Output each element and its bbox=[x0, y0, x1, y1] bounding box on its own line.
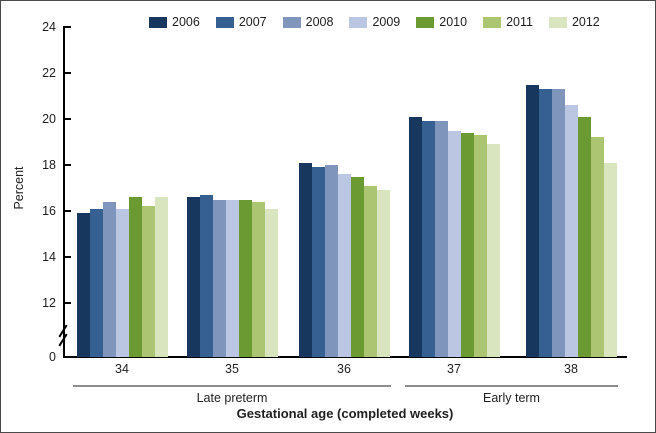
bar-2009-34w bbox=[115, 208, 129, 357]
bar-2012-35w bbox=[264, 208, 278, 357]
legend-item-2011: 2011 bbox=[483, 15, 533, 29]
bar-2010-38w bbox=[577, 116, 591, 357]
bar-2012-37w bbox=[486, 144, 500, 357]
bar-2009-35w bbox=[225, 199, 239, 357]
x-tick-label-37: 37 bbox=[447, 362, 461, 376]
x-tick-label-35: 35 bbox=[225, 362, 239, 376]
bar-2012-38w bbox=[603, 162, 617, 357]
chart-legend: 2006 2007 2008 2009 2010 2011 2012 bbox=[149, 15, 600, 29]
y-tick-label-22: 22 bbox=[42, 66, 56, 80]
y-tick-label-12: 12 bbox=[42, 296, 56, 310]
bar-2007-35w bbox=[199, 194, 213, 357]
x-axis-line bbox=[63, 356, 627, 358]
bar-2010-35w bbox=[238, 199, 252, 357]
bar-2006-35w bbox=[186, 197, 200, 357]
legend-swatch-2009 bbox=[349, 16, 368, 28]
bar-2010-36w bbox=[350, 176, 364, 357]
legend-label-2007: 2007 bbox=[238, 15, 267, 29]
legend-swatch-2007 bbox=[215, 16, 234, 28]
bar-2011-36w bbox=[363, 185, 377, 357]
y-tick-label-24: 24 bbox=[42, 20, 56, 34]
bar-2011-35w bbox=[251, 201, 265, 357]
group-bracket-line-2 bbox=[405, 385, 618, 387]
y-tick-mark-18 bbox=[63, 164, 71, 166]
bar-2006-36w bbox=[298, 162, 312, 357]
y-axis-line bbox=[63, 27, 65, 358]
legend-swatch-2010 bbox=[416, 16, 435, 28]
y-tick-mark-22 bbox=[63, 72, 71, 74]
y-tick-label-16: 16 bbox=[42, 204, 56, 218]
y-tick-label-14: 14 bbox=[42, 250, 56, 264]
legend-swatch-2006 bbox=[149, 16, 167, 28]
x-tick-label-34: 34 bbox=[115, 362, 129, 376]
bar-2010-34w bbox=[128, 197, 142, 357]
group-bracket-line-1 bbox=[73, 385, 391, 387]
bar-2011-37w bbox=[473, 135, 487, 357]
bar-2010-37w bbox=[460, 132, 474, 357]
bar-2008-35w bbox=[212, 199, 226, 357]
y-tick-label-18: 18 bbox=[42, 158, 56, 172]
legend-item-2009: 2009 bbox=[349, 15, 400, 29]
legend-swatch-2011 bbox=[483, 16, 502, 28]
y-tick-mark-20 bbox=[63, 118, 71, 120]
bar-2012-34w bbox=[154, 197, 168, 357]
bar-2008-36w bbox=[324, 165, 338, 357]
bar-2007-38w bbox=[538, 89, 552, 357]
y-tick-mark-16 bbox=[63, 210, 71, 212]
bar-2011-34w bbox=[141, 206, 155, 357]
bar-2008-37w bbox=[434, 121, 448, 357]
legend-label-2008: 2008 bbox=[305, 15, 334, 29]
bar-2006-38w bbox=[525, 84, 539, 357]
bar-2006-34w bbox=[76, 213, 90, 357]
legend-swatch-2008 bbox=[282, 16, 301, 28]
y-tick-label-0: 0 bbox=[49, 350, 56, 364]
group-bracket-label-1: Late preterm bbox=[196, 391, 268, 405]
y-axis-title: Percent bbox=[12, 166, 26, 210]
legend-item-2010: 2010 bbox=[416, 15, 467, 29]
legend-item-2006: 2006 bbox=[149, 15, 200, 29]
legend-label-2012: 2012 bbox=[571, 15, 600, 29]
x-axis-title: Gestational age (completed weeks) bbox=[236, 406, 454, 421]
group-bracket-label-2: Early term bbox=[483, 391, 540, 405]
x-tick-label-36: 36 bbox=[337, 362, 351, 376]
legend-item-2007: 2007 bbox=[215, 15, 267, 29]
legend-swatch-2012 bbox=[548, 16, 567, 28]
legend-item-2012: 2012 bbox=[548, 15, 600, 29]
bar-2011-38w bbox=[590, 137, 604, 357]
y-tick-mark-24 bbox=[63, 26, 71, 28]
bar-2008-34w bbox=[102, 201, 116, 357]
bar-2007-34w bbox=[89, 208, 103, 357]
bar-2012-36w bbox=[376, 190, 390, 357]
y-tick-label-20: 20 bbox=[42, 112, 56, 126]
bar-2009-38w bbox=[564, 105, 578, 357]
legend-item-2008: 2008 bbox=[282, 15, 334, 29]
bar-2008-38w bbox=[551, 89, 565, 357]
y-tick-mark-14 bbox=[63, 256, 71, 258]
bar-2007-36w bbox=[311, 167, 325, 357]
bar-2006-37w bbox=[408, 116, 422, 357]
y-tick-mark-12 bbox=[63, 302, 71, 304]
bar-2009-37w bbox=[447, 130, 461, 357]
legend-label-2011: 2011 bbox=[506, 15, 533, 29]
bar-2007-37w bbox=[421, 121, 435, 357]
x-tick-label-38: 38 bbox=[564, 362, 578, 376]
legend-label-2009: 2009 bbox=[372, 15, 401, 29]
y-tick-mark-0 bbox=[63, 356, 71, 358]
bar-2009-36w bbox=[337, 174, 351, 357]
legend-label-2010: 2010 bbox=[439, 15, 468, 29]
legend-label-2006: 2006 bbox=[172, 15, 200, 29]
